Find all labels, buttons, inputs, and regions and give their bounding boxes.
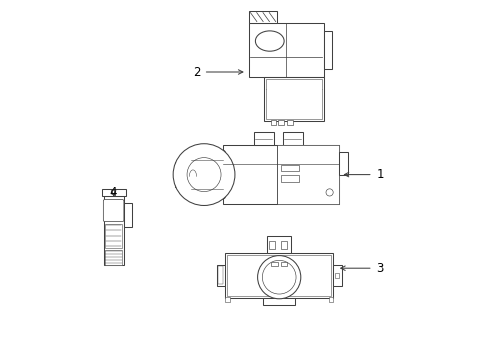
Bar	[225, 297, 229, 302]
Bar	[105, 224, 122, 248]
Bar	[248, 11, 277, 23]
Ellipse shape	[255, 31, 284, 51]
Bar	[254, 132, 274, 145]
Bar	[264, 77, 324, 121]
Bar	[101, 189, 125, 196]
Bar	[175, 162, 193, 187]
FancyBboxPatch shape	[103, 199, 124, 222]
Circle shape	[262, 260, 296, 294]
Circle shape	[111, 191, 116, 195]
Bar	[277, 145, 339, 204]
Text: 2: 2	[193, 66, 200, 78]
Text: 4: 4	[110, 186, 117, 199]
Bar	[268, 88, 289, 101]
Bar	[225, 253, 333, 298]
Text: 3: 3	[376, 262, 384, 275]
Circle shape	[258, 256, 301, 299]
Bar	[105, 249, 122, 265]
Bar	[104, 196, 123, 265]
Bar	[263, 298, 295, 305]
Bar	[339, 152, 348, 175]
Bar	[248, 23, 324, 77]
Bar	[283, 132, 303, 145]
Bar	[287, 120, 293, 125]
Bar	[268, 236, 291, 253]
Bar	[271, 120, 276, 125]
Circle shape	[326, 189, 333, 196]
Bar	[278, 120, 284, 125]
Bar	[269, 241, 275, 249]
Bar	[271, 262, 278, 266]
Bar	[266, 79, 322, 119]
FancyBboxPatch shape	[189, 150, 225, 199]
Text: 1: 1	[376, 168, 384, 181]
Circle shape	[173, 144, 235, 206]
Bar	[281, 175, 299, 182]
Bar	[217, 265, 225, 285]
Bar	[281, 262, 287, 266]
Bar	[218, 266, 223, 284]
Bar	[123, 203, 132, 227]
Bar	[281, 241, 287, 249]
Bar	[324, 31, 332, 69]
Bar	[227, 255, 331, 296]
Bar	[329, 297, 333, 302]
Bar	[333, 265, 342, 285]
Bar	[335, 273, 339, 278]
Bar	[223, 145, 339, 204]
Circle shape	[187, 158, 221, 192]
Bar	[281, 165, 299, 171]
